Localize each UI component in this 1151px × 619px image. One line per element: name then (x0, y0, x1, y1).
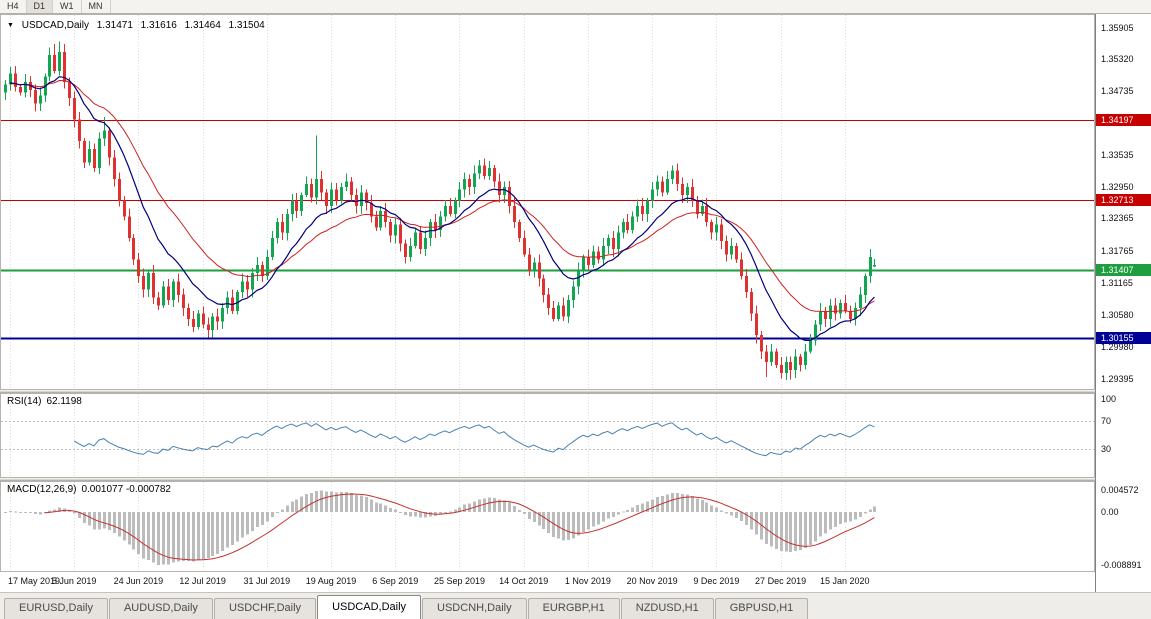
timeframe-button-d1[interactable]: D1 (26, 0, 54, 13)
chart-tab-usdchf-daily[interactable]: USDCHF,Daily (213, 598, 317, 619)
chart-tab-nzdusd-h1[interactable]: NZDUSD,H1 (620, 598, 714, 619)
macd-tick-label: 0.004572 (1101, 485, 1139, 495)
price-tick-label: 1.31765 (1101, 246, 1134, 256)
rsi-name: RSI(14) (7, 396, 42, 407)
date-tick-label: 14 Oct 2019 (499, 576, 549, 586)
close-value: 1.31504 (228, 20, 265, 31)
date-tick-label: 19 Aug 2019 (305, 576, 357, 586)
chart-tab-eurusd-daily[interactable]: EURUSD,Daily (4, 598, 108, 619)
price-tick-label: 1.33535 (1101, 150, 1134, 160)
rsi-title: RSI(14) 62.1198 (7, 396, 87, 407)
rsi-tick-label: 30 (1101, 444, 1112, 454)
price-level-badge: 1.34197 (1096, 114, 1151, 126)
ma-slow-line (9, 79, 875, 313)
open-value: 1.31471 (96, 20, 133, 31)
macd-canvas (0, 481, 1095, 572)
macd-tick-label: 0.00 (1101, 507, 1119, 517)
price-level-badge: 1.30155 (1096, 332, 1151, 344)
candles-layer (4, 41, 876, 381)
panel-splitter[interactable] (0, 478, 1095, 481)
price-chart-canvas (0, 14, 1095, 390)
date-tick-label: 17 May 2019 (7, 576, 61, 586)
date-tick-label: 5 Jun 2019 (51, 576, 97, 586)
grid-layer (10, 394, 846, 477)
price-tick-label: 1.31165 (1101, 278, 1133, 288)
price-tick-label: 1.29980 (1101, 342, 1134, 352)
macd-panel: MACD(12,26,9) 0.001077 -0.000782 (0, 481, 1095, 572)
chart-tab-usdcad-daily[interactable]: USDCAD,Daily (317, 595, 422, 619)
panel-splitter[interactable] (0, 390, 1095, 393)
macd-title: MACD(12,26,9) 0.001077 -0.000782 (7, 484, 176, 495)
chart-tab-gbpusd-h1[interactable]: GBPUSD,H1 (714, 598, 809, 619)
timeframe-toolbar: H4 D1 W1 MN (0, 0, 1151, 14)
high-value: 1.31616 (140, 20, 177, 31)
price-level-badge: 1.31407 (1096, 264, 1151, 276)
price-tick-label: 1.35320 (1101, 54, 1134, 64)
macd-signal-line (44, 493, 875, 561)
macd-values: 0.001077 -0.000782 (81, 484, 171, 495)
panel-border (0, 481, 1095, 572)
symbol-period-label: USDCAD,Daily (21, 20, 89, 31)
date-tick-label: 1 Nov 2019 (564, 576, 611, 586)
rsi-line (73, 422, 875, 457)
date-axis[interactable]: 17 May 2019 5 Jun 2019 24 Jun 2019 12 Jul 2… (0, 572, 1095, 592)
rsi-canvas (0, 393, 1095, 478)
date-tick-label: 20 Nov 2019 (626, 576, 678, 586)
price-tick-label: 1.32365 (1101, 213, 1134, 223)
chart-title: ▼ USDCAD,Daily 1.31471 1.31616 1.31464 1… (7, 20, 270, 31)
ma-fast-line (9, 76, 875, 341)
panel-border (0, 393, 1095, 478)
chart-menu-icon[interactable]: ▼ (7, 22, 14, 29)
price-tick-label: 1.29395 (1101, 374, 1134, 384)
rsi-tick-label: 100 (1101, 394, 1117, 404)
price-level-badge: 1.32713 (1096, 194, 1151, 206)
chart-tab-eurgbp-h1[interactable]: EURGBP,H1 (527, 598, 620, 619)
date-tick-label: 31 Jul 2019 (243, 576, 291, 586)
rsi-panel: RSI(14) 62.1198 (0, 393, 1095, 478)
date-tick-label: 24 Jun 2019 (113, 576, 164, 586)
timeframe-button-mn[interactable]: MN (82, 0, 111, 13)
macd-name: MACD(12,26,9) (7, 484, 77, 495)
chart-tabs-bar: EURUSD,Daily AUDUSD,Daily USDCHF,Daily USDC… (0, 592, 1151, 619)
date-tick-label: 9 Dec 2019 (693, 576, 740, 586)
panel-border (0, 14, 1095, 390)
macd-histogram (4, 490, 876, 565)
price-tick-label: 1.35905 (1101, 23, 1134, 33)
price-tick-label: 1.32950 (1101, 182, 1134, 192)
price-panel: ▼ USDCAD,Daily 1.31471 1.31616 1.31464 1… (0, 14, 1095, 390)
date-tick-label: 15 Jan 2020 (820, 576, 870, 586)
date-tick-label: 6 Sep 2019 (372, 576, 419, 586)
grid-layer (10, 482, 846, 571)
chart-tab-usdcnh-daily[interactable]: USDCNH,Daily (422, 598, 527, 619)
chart-area: ▼ USDCAD,Daily 1.31471 1.31616 1.31464 1… (0, 14, 1095, 592)
timeframe-button-h4[interactable]: H4 (0, 0, 27, 13)
low-value: 1.31464 (184, 20, 221, 31)
macd-tick-label: -0.008891 (1101, 560, 1142, 570)
date-tick-label: 25 Sep 2019 (433, 576, 485, 586)
price-axis[interactable]: 1.35905 1.35320 1.34735 1.33535 1.32950 1.323… (1095, 14, 1151, 592)
rsi-value: 62.1198 (46, 396, 82, 407)
price-tick-label: 1.34735 (1101, 86, 1134, 96)
date-tick-label: 12 Jul 2019 (179, 576, 226, 586)
chart-tab-audusd-daily[interactable]: AUDUSD,Daily (108, 598, 213, 619)
timeframe-button-w1[interactable]: W1 (53, 0, 82, 13)
grid-layer (10, 15, 846, 389)
price-tick-label: 1.30580 (1101, 310, 1134, 320)
rsi-tick-label: 70 (1101, 416, 1112, 426)
date-tick-label: 27 Dec 2019 (755, 576, 807, 586)
